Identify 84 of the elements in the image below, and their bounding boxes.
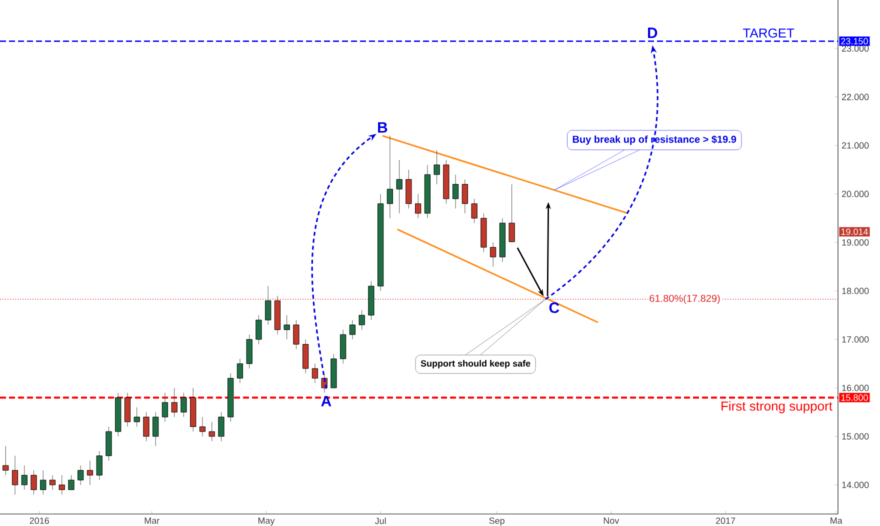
candlestick [368,280,374,320]
candlestick [471,198,478,224]
candlestick [330,354,337,388]
candlestick [12,456,18,495]
candlestick [152,412,159,446]
candlestick [190,388,196,432]
candlestick [499,218,506,262]
annotation: A [321,396,332,406]
annotation: C [549,302,560,314]
candlestick [246,334,252,369]
y-tick-label: 23.000 [842,45,869,52]
candlestick [434,150,440,184]
candlestick [40,470,46,495]
candlestick [49,474,56,490]
candlestick [162,392,168,422]
candlestick [349,320,356,340]
candlestick [312,363,318,384]
ref-line-label: First strong support [722,401,832,414]
x-tick-label: Sep [489,518,504,526]
y-tick-label: 16.000 [842,384,869,392]
y-tick-label: 17.000 [842,336,869,343]
candlestick [424,164,431,218]
x-tick-label: Jul [374,518,386,524]
candlestick [106,426,112,461]
ref-line-label: TARGET [743,28,794,38]
candlestick [218,412,224,442]
y-tick-label: 15.000 [842,433,869,440]
candlestick [415,194,422,218]
candlestick [143,412,150,442]
candlestick [284,314,290,340]
candlestick [78,465,84,486]
candlestick [462,179,468,214]
candlestick [115,392,122,437]
candlestick [68,474,74,490]
candlestick [180,392,187,418]
x-tick-label: Mar [144,518,160,524]
candlestick [265,286,272,326]
candlestick [256,314,262,345]
y-tick-label: 21.000 [842,142,869,149]
text: 19.014 [841,228,868,235]
candlestick [21,465,28,490]
x-tick-label: 2016 [30,518,49,524]
annotation: B [378,122,388,133]
candlestick [406,169,412,209]
candlestick [302,339,309,374]
candlestick [274,296,281,335]
candlestick [86,460,94,486]
annotation: Buy break up of resistance > $19.9 [572,135,736,145]
candlestick [443,160,450,204]
y-tick-label: 22.000 [842,94,869,100]
candlestick [2,446,9,476]
candlestick [199,416,206,437]
ref-line-label: 61.80%(17.829) [650,294,720,304]
candlestick [228,373,234,422]
candlestick [30,470,37,495]
candlestick [171,388,178,418]
annotation: 15.800 [841,394,868,401]
candlestick [293,320,300,350]
candlestick [340,329,346,364]
x-tick-label: 2017 [716,518,736,524]
annotation: Support should keep safe [420,360,530,368]
annotation: 23.150 [841,38,868,44]
candlestick [396,160,402,214]
annotation: D [648,28,658,38]
candlestick [378,194,384,292]
x-tick-label: May [258,518,275,526]
y-tick-label: 14.000 [842,482,869,488]
candlestick [452,174,459,209]
candlestick [386,136,394,218]
candlestick [208,422,215,442]
candlestick [508,184,515,242]
y-tick-label: 18.000 [842,288,869,294]
x-tick-label: Ma [830,518,842,524]
candlestick [134,407,140,427]
candlestick [358,310,365,330]
candlestick [490,242,496,267]
candlestick [58,474,65,495]
y-tick-label: 19.000 [842,239,869,246]
candlestick [236,358,244,384]
y-tick-label: 20.000 [842,190,869,198]
candlestick [96,450,102,480]
candlestick [124,392,131,427]
x-tick-label: Nov [604,518,620,524]
candlestick [480,213,487,252]
